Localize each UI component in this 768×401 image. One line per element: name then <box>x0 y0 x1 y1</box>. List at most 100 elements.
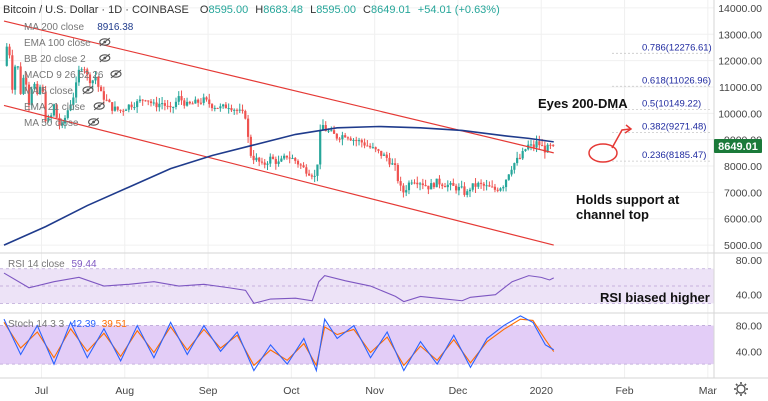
candle-body <box>427 185 430 190</box>
time-axis[interactable]: Jul Aug Sep Oct Nov Dec 2020 Feb Mar <box>35 385 718 397</box>
candle-body <box>319 129 322 165</box>
candle-body <box>521 151 524 159</box>
candle-body <box>271 156 275 159</box>
stoch-header-d: 39.51 <box>102 319 127 330</box>
visibility-off-icon[interactable] <box>88 117 100 127</box>
stoch-header: Stoch 14 3 3 42.39 39.51 <box>8 319 127 330</box>
candle-body <box>296 160 300 165</box>
candle-body <box>185 101 189 106</box>
stoch-tick-1: 40.00 <box>736 346 762 358</box>
visibility-off-icon[interactable] <box>99 37 111 47</box>
time-tick-2: Sep <box>199 385 218 397</box>
indicator-label-1: EMA 100 close <box>24 38 91 49</box>
candle-body <box>149 101 153 104</box>
stoch-header-label: Stoch 14 3 3 <box>8 319 65 330</box>
candle-body <box>460 186 463 188</box>
candle-body <box>246 118 250 137</box>
visibility-off-icon[interactable] <box>93 101 105 111</box>
candle-body <box>288 157 291 159</box>
candle-body <box>130 104 133 108</box>
candle-body <box>507 174 510 180</box>
candle-body <box>349 138 352 141</box>
indicator-legend: MA 200 close 8916.38 EMA 100 close BB 20 cl… <box>24 22 134 129</box>
indicator-label-5: EMA 21 close <box>24 102 86 113</box>
time-tick-6: 2020 <box>530 385 554 397</box>
candle-body <box>102 91 105 100</box>
gear-icon[interactable] <box>734 382 748 396</box>
indicator-label-0: MA 200 close <box>24 22 84 33</box>
candle-body <box>58 117 61 126</box>
candle-body <box>25 77 28 85</box>
candle-body <box>91 80 94 84</box>
candle-body <box>116 106 119 110</box>
candle-body <box>485 185 488 187</box>
candle-body <box>144 100 147 102</box>
candle-body <box>77 69 80 83</box>
chart-header: Bitcoin / U.S. Dollar · 1D · COINBASE O8… <box>3 4 500 16</box>
candle-body <box>443 186 447 188</box>
visibility-off-icon[interactable] <box>110 69 122 79</box>
candle-body <box>188 101 191 104</box>
candle-body <box>44 91 47 122</box>
candle-body <box>285 155 289 158</box>
candle-body <box>230 108 233 111</box>
price-tick-3: 11000.00 <box>719 82 762 94</box>
candle-body <box>235 109 239 111</box>
candle-body <box>399 181 402 186</box>
candle-body <box>113 106 117 111</box>
candle-body <box>538 141 541 146</box>
stoch-axis: 80.00 40.00 <box>736 321 762 359</box>
stoch-k-line <box>3 315 555 373</box>
candle-body <box>252 155 255 161</box>
candle-body <box>302 165 305 168</box>
fib-label-0: 0.786(12276.61) <box>642 42 712 53</box>
indicator-value-0: 8916.38 <box>97 22 134 33</box>
candle-body <box>316 164 319 176</box>
candle-body <box>108 99 111 103</box>
time-tick-7: Feb <box>615 385 633 397</box>
candle-body <box>194 99 197 104</box>
candle-body <box>479 182 483 184</box>
candle-body <box>441 184 444 187</box>
candle-body <box>471 183 474 190</box>
candle-body <box>105 99 108 101</box>
candle-body <box>291 158 294 160</box>
candle-body <box>552 144 555 146</box>
candle-body <box>30 89 33 106</box>
candle-body <box>72 97 75 105</box>
candle-body <box>502 187 505 189</box>
price-tick-0: 14000.00 <box>718 3 762 15</box>
candle-body <box>136 101 139 108</box>
price-tick-2: 12000.00 <box>718 56 762 68</box>
candle-body <box>455 185 458 191</box>
price-tick-9: 5000.00 <box>724 240 762 252</box>
ohlc-change: +54.01 (+0.63%) <box>418 4 500 16</box>
indicator-label-2: BB 20 close 2 <box>24 54 86 65</box>
candle-body <box>69 104 72 111</box>
candle-body <box>94 76 97 81</box>
candle-body <box>405 190 408 193</box>
visibility-off-icon[interactable] <box>99 53 111 63</box>
annotation-eyes-dma: Eyes 200-DMA <box>538 96 628 111</box>
candle-body <box>474 183 477 187</box>
annotation-arrow <box>611 128 631 149</box>
candle-body <box>499 188 502 191</box>
candle-body <box>19 66 22 94</box>
candle-body <box>532 144 535 148</box>
last-price-label: 8649.01 <box>718 141 758 153</box>
candle-body <box>163 103 166 106</box>
candle-body <box>16 66 19 68</box>
candle-body <box>199 102 203 104</box>
visibility-off-icon[interactable] <box>82 85 94 95</box>
rsi-lines <box>0 268 714 304</box>
candle-body <box>491 186 494 188</box>
candle-body <box>466 191 469 195</box>
candle-body <box>391 163 394 165</box>
candle-body <box>335 133 338 139</box>
candle-body <box>308 173 311 176</box>
price-tick-8: 6000.00 <box>724 214 762 226</box>
candle-body <box>402 185 405 193</box>
annotation-support-line2: channel top <box>576 207 649 222</box>
candle-body <box>158 103 161 108</box>
